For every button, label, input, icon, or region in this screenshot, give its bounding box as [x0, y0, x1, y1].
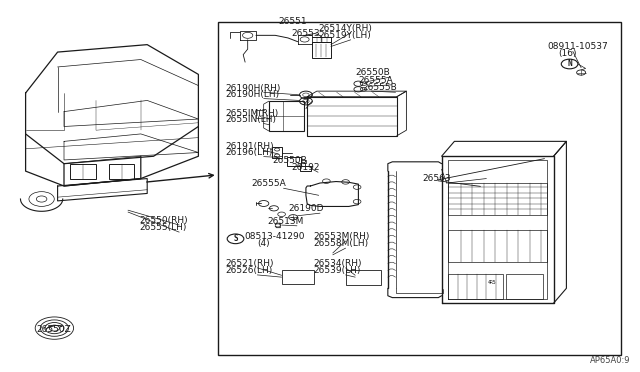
Text: 26563: 26563 — [422, 174, 451, 183]
Text: 26553M(RH): 26553M(RH) — [314, 232, 370, 241]
Text: 26550B: 26550B — [273, 156, 307, 165]
Bar — [448, 230, 547, 262]
Text: 26553: 26553 — [291, 29, 320, 38]
Bar — [282, 270, 314, 284]
Bar — [506, 274, 543, 299]
Text: 26550Z: 26550Z — [36, 325, 71, 334]
Bar — [300, 166, 311, 171]
Text: 26550B: 26550B — [355, 68, 390, 77]
Text: 26526(LH): 26526(LH) — [225, 266, 273, 275]
Text: 08513-41290: 08513-41290 — [244, 232, 305, 241]
Text: 26551: 26551 — [278, 17, 307, 26]
Text: 26519Y(LH): 26519Y(LH) — [319, 31, 371, 40]
Bar — [312, 42, 331, 58]
Bar — [287, 157, 301, 166]
Text: 26555(LH): 26555(LH) — [140, 223, 187, 232]
Text: 26190H(LH): 26190H(LH) — [225, 90, 280, 99]
Text: 26534(RH): 26534(RH) — [314, 259, 362, 268]
Text: 26555A: 26555A — [252, 179, 286, 188]
Text: 26192: 26192 — [292, 163, 321, 172]
Text: 26190D: 26190D — [288, 204, 323, 213]
Bar — [448, 183, 547, 215]
Text: 2655lM(RH): 2655lM(RH) — [225, 109, 278, 118]
Bar — [70, 164, 96, 179]
Text: 26539(LH): 26539(LH) — [314, 266, 361, 275]
Text: 26191(RH): 26191(RH) — [225, 142, 274, 151]
Text: 26555B: 26555B — [362, 83, 397, 92]
Text: 26555A: 26555A — [358, 76, 393, 85]
Text: 26550(RH): 26550(RH) — [140, 216, 188, 225]
Text: 26514Y(RH): 26514Y(RH) — [319, 24, 372, 33]
Bar — [218, 22, 621, 355]
Text: (4): (4) — [257, 239, 270, 248]
Bar — [448, 274, 502, 299]
Bar — [109, 164, 134, 179]
Text: 26513M: 26513M — [268, 217, 304, 226]
Text: 26190H(RH): 26190H(RH) — [225, 84, 281, 93]
Bar — [272, 147, 282, 158]
Text: 26521(RH): 26521(RH) — [225, 259, 274, 268]
Text: 4R5: 4R5 — [488, 280, 496, 285]
Bar — [269, 101, 304, 131]
Bar — [346, 270, 381, 285]
Text: 08911-10537: 08911-10537 — [547, 42, 608, 51]
Text: 2655lN(LH): 2655lN(LH) — [225, 115, 276, 124]
Text: S: S — [233, 234, 238, 243]
Text: 26196(LH): 26196(LH) — [225, 148, 273, 157]
Text: AP65A0:9: AP65A0:9 — [590, 356, 630, 365]
Text: 26558M(LH): 26558M(LH) — [314, 239, 369, 248]
Text: N: N — [567, 60, 572, 68]
Bar — [307, 97, 397, 136]
Text: (16): (16) — [558, 49, 577, 58]
